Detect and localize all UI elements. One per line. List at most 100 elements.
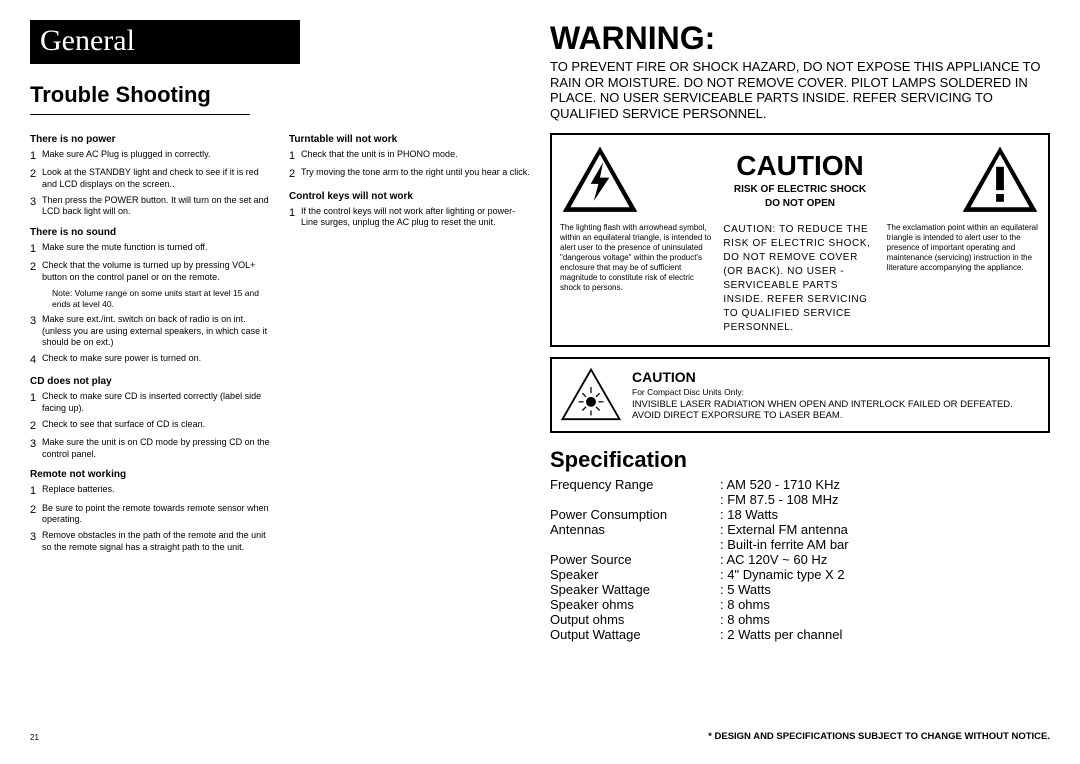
ts-item-text: Make sure the unit is on CD mode by pres… [42,437,271,460]
spec-key: Antennas [550,522,720,537]
spec-row: Frequency RangeAM 520 - 1710 KHz [550,477,1050,492]
laser-caution-box: CAUTION For Compact Disc Units Only: INV… [550,357,1050,433]
spec-key: Power Consumption [550,507,720,522]
spec-row: FM 87.5 - 108 MHz [550,492,1050,507]
troubleshooting-right-col: Turntable will not work 1Check that the u… [289,125,530,557]
page-number: 21 [30,733,39,742]
general-banner: General [30,20,300,64]
ts-heading: CD does not play [30,375,271,388]
spec-value: FM 87.5 - 108 MHz [720,492,839,507]
spec-key: Output Wattage [550,627,720,642]
ts-item-text: Check to make sure CD is inserted correc… [42,391,271,414]
ts-heading: Turntable will not work [289,133,530,146]
ts-item-text: Look at the STANDBY light and check to s… [42,167,271,190]
troubleshooting-left-col: There is no power1Make sure AC Plug is p… [30,125,271,557]
ts-item: 2Check that the volume is turned up by p… [30,260,271,283]
spec-value: 4" Dynamic type X 2 [720,567,845,582]
ts-item: 3Make sure ext./int. switch on back of r… [30,314,271,349]
ts-item-number: 3 [30,530,42,553]
spec-row: Power SourceAC 120V ~ 60 Hz [550,552,1050,567]
caution-sub1: RISK OF ELECTRIC SHOCK [646,184,954,196]
ts-item-text: Check that the unit is in PHONO mode. [301,149,530,163]
ts-heading: Remote not working [30,468,271,481]
ts-item: 2Check to see that surface of CD is clea… [30,419,271,433]
spec-row: Built-in ferrite AM bar [550,537,1050,552]
troubleshooting-title: Trouble Shooting [30,82,530,108]
caution-sub2: DO NOT OPEN [646,198,954,210]
ts-heading: There is no power [30,133,271,146]
ts-item: 2Be sure to point the remote towards rem… [30,503,271,526]
ts-item: 1Make sure the mute function is turned o… [30,242,271,256]
ts-item-number: 2 [289,167,301,181]
spec-key [550,537,720,552]
ts-item-text: Try moving the tone arm to the right unt… [301,167,530,181]
divider [30,114,250,115]
ts-item: 2Look at the STANDBY light and check to … [30,167,271,190]
ts-item: 3Make sure the unit is on CD mode by pre… [30,437,271,460]
spec-key: Speaker [550,567,720,582]
spec-value: 8 ohms [720,612,770,627]
ts-item-number: 4 [30,353,42,367]
caution-box: CAUTION RISK OF ELECTRIC SHOCK DO NOT OP… [550,133,1050,347]
footnote: * DESIGN AND SPECIFICATIONS SUBJECT TO C… [708,731,1050,742]
spec-value: AC 120V ~ 60 Hz [720,552,827,567]
ts-item: 3Remove obstacles in the path of the rem… [30,530,271,553]
ts-item-text: Remove obstacles in the path of the remo… [42,530,271,553]
ts-item-number: 3 [30,314,42,349]
ts-item-number: 1 [289,149,301,163]
spec-value: 5 Watts [720,582,771,597]
ts-item-number: 2 [30,260,42,283]
ts-item-text: Check to make sure power is turned on. [42,353,271,367]
spec-key: Speaker ohms [550,597,720,612]
ts-item-number: 1 [30,484,42,498]
ts-item-number: 1 [30,391,42,414]
caution-left-text: The lighting flash with arrowhead symbol… [560,223,713,335]
ts-item-text: If the control keys will not work after … [301,206,530,229]
ts-item: 1Check to make sure CD is inserted corre… [30,391,271,414]
laser-heading: CAUTION [632,369,1040,385]
spec-value: External FM antenna [720,522,848,537]
spec-value: Built-in ferrite AM bar [720,537,849,552]
ts-item-number: 2 [30,419,42,433]
ts-item-text: Make sure AC Plug is plugged in correctl… [42,149,271,163]
caution-word: CAUTION [646,150,954,182]
spec-key: Power Source [550,552,720,567]
spec-key [550,492,720,507]
ts-item: 2Try moving the tone arm to the right un… [289,167,530,181]
spec-row: Power Consumption18 Watts [550,507,1050,522]
ts-item-text: Replace batteries. [42,484,271,498]
warning-text: TO PREVENT FIRE OR SHOCK HAZARD, DO NOT … [550,59,1050,121]
ts-item-number: 1 [30,242,42,256]
spec-key: Frequency Range [550,477,720,492]
ts-item: 1Check that the unit is in PHONO mode. [289,149,530,163]
ts-heading: There is no sound [30,226,271,239]
spec-value: AM 520 - 1710 KHz [720,477,840,492]
spec-row: AntennasExternal FM antenna [550,522,1050,537]
laser-body: INVISIBLE LASER RADIATION WHEN OPEN AND … [632,399,1040,422]
ts-item-text: Make sure the mute function is turned of… [42,242,271,256]
ts-item: 1Make sure AC Plug is plugged in correct… [30,149,271,163]
specification-title: Specification [550,447,1050,473]
warning-heading: WARNING: [550,20,1050,57]
bolt-triangle-icon [560,145,640,215]
spec-value: 2 Watts per channel [720,627,842,642]
ts-note: Note: Volume range on some units start a… [52,288,271,310]
ts-item-text: Check to see that surface of CD is clean… [42,419,271,433]
spec-key: Speaker Wattage [550,582,720,597]
ts-item-number: 1 [30,149,42,163]
spec-row: Speaker ohms8 ohms [550,597,1050,612]
spec-value: 18 Watts [720,507,778,522]
ts-item-number: 2 [30,167,42,190]
ts-item: 4Check to make sure power is turned on. [30,353,271,367]
ts-item-number: 3 [30,437,42,460]
spec-row: Output Wattage2 Watts per channel [550,627,1050,642]
laser-sub: For Compact Disc Units Only: [632,387,1040,397]
caution-right-text: The exclamation point within an equilate… [887,223,1040,335]
spec-value: 8 ohms [720,597,770,612]
ts-item: 3Then press the POWER button. It will tu… [30,195,271,218]
exclamation-triangle-icon [960,145,1040,215]
laser-triangle-icon [560,367,622,423]
spec-key: Output ohms [550,612,720,627]
ts-item: 1If the control keys will not work after… [289,206,530,229]
ts-item-text: Make sure ext./int. switch on back of ra… [42,314,271,349]
